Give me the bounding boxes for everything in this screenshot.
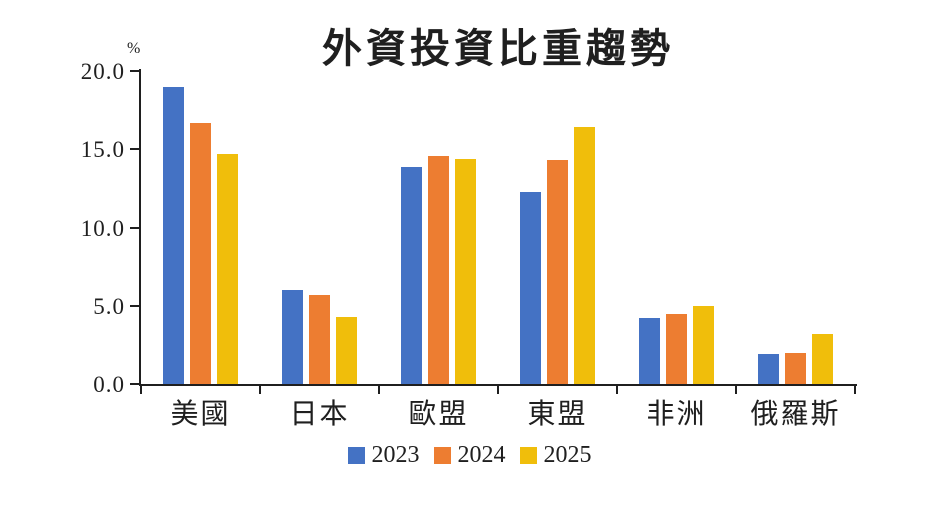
legend-swatch-2024 bbox=[433, 446, 451, 464]
legend-label-2024: 2024 bbox=[457, 442, 506, 468]
bar-2023-1 bbox=[282, 290, 303, 384]
y-axis-tick-label: 20.0 bbox=[80, 59, 125, 84]
bar-group-1 bbox=[260, 71, 379, 384]
x-axis-label-2: 歐盟 bbox=[408, 399, 469, 430]
x-axis-label-4: 非洲 bbox=[646, 399, 707, 430]
x-axis-label-0: 美國 bbox=[170, 399, 231, 430]
x-axis-tick-mark bbox=[616, 384, 618, 394]
bar-group-4 bbox=[617, 71, 736, 384]
bar-2025-1 bbox=[336, 316, 357, 384]
bar-2025-2 bbox=[455, 158, 476, 384]
y-axis-tick-mark bbox=[130, 383, 139, 385]
bar-2023-3 bbox=[520, 191, 541, 384]
bar-2024-0 bbox=[190, 122, 211, 384]
bar-group-2 bbox=[379, 71, 498, 384]
bar-2023-2 bbox=[401, 166, 422, 384]
bar-2025-0 bbox=[217, 153, 238, 384]
bar-2024-5 bbox=[785, 352, 806, 384]
bar-2023-0 bbox=[163, 86, 184, 384]
y-axis-tick-mark bbox=[130, 304, 139, 307]
x-axis-tick-mark bbox=[735, 384, 737, 394]
y-axis-tick-label: 0.0 bbox=[93, 372, 125, 397]
bar-group-0 bbox=[141, 71, 260, 384]
x-axis-tick-mark bbox=[854, 384, 856, 394]
x-axis-label-1: 日本 bbox=[289, 399, 350, 430]
chart-title: 外資投資比重趨勢 bbox=[322, 26, 674, 71]
bar-2023-5 bbox=[758, 354, 779, 384]
bar-group-3 bbox=[498, 71, 617, 384]
x-axis-tick-mark bbox=[378, 384, 380, 394]
y-axis-tick-label: 5.0 bbox=[93, 293, 125, 319]
bar-2023-4 bbox=[639, 318, 660, 384]
legend-swatch-2025 bbox=[519, 446, 537, 464]
plot-area bbox=[141, 71, 855, 384]
bar-2025-4 bbox=[693, 305, 714, 384]
legend-item-2024: 2024 bbox=[433, 442, 506, 468]
legend: 2023 2024 2025 bbox=[0, 443, 939, 467]
legend-label-2023: 2023 bbox=[371, 442, 420, 468]
legend-swatch-2023 bbox=[347, 446, 365, 464]
x-axis-tick-mark bbox=[497, 384, 499, 394]
x-axis-label-5: 俄羅斯 bbox=[750, 399, 841, 430]
y-axis-tick-mark bbox=[130, 148, 139, 151]
bar-2024-3 bbox=[547, 160, 568, 384]
legend-item-2025: 2025 bbox=[519, 442, 592, 468]
x-axis-tick-mark bbox=[259, 384, 261, 394]
y-axis-tick-label: 15.0 bbox=[80, 137, 125, 163]
y-axis-line bbox=[139, 69, 141, 386]
x-axis-tick-mark bbox=[140, 384, 142, 394]
y-axis-unit-label: % bbox=[127, 40, 141, 57]
legend-item-2023: 2023 bbox=[347, 442, 420, 468]
bar-group-5 bbox=[736, 71, 855, 384]
y-axis-tick-mark bbox=[130, 70, 139, 72]
bar-2025-5 bbox=[812, 333, 833, 384]
y-axis-tick-label: 10.0 bbox=[80, 215, 125, 241]
bar-2025-3 bbox=[574, 127, 595, 384]
bar-2024-4 bbox=[666, 313, 687, 384]
y-axis-tick-mark bbox=[130, 226, 139, 229]
x-axis-label-3: 東盟 bbox=[527, 399, 588, 430]
legend-label-2025: 2025 bbox=[543, 442, 592, 468]
bar-2024-1 bbox=[309, 294, 330, 384]
bar-2024-2 bbox=[428, 155, 449, 384]
